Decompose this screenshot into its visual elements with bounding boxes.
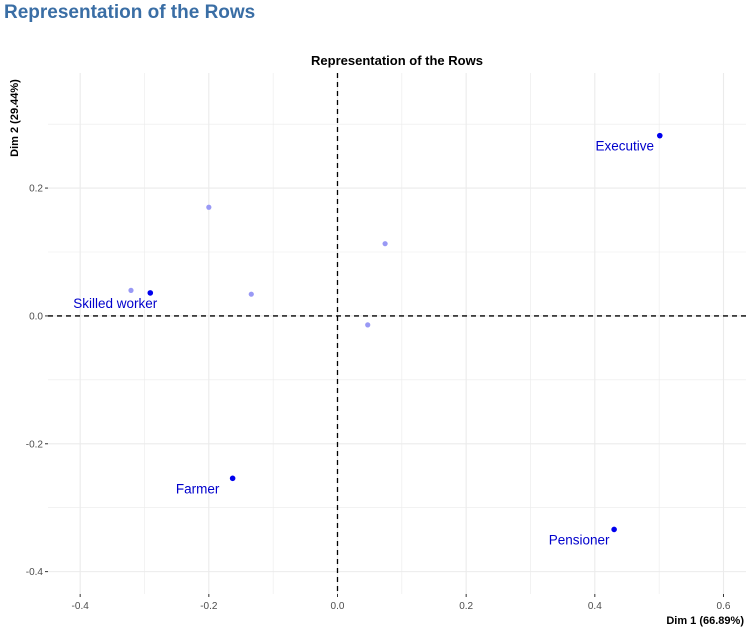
y-tick-label: 0.0 xyxy=(29,311,43,322)
active-row-point xyxy=(611,526,617,533)
supplementary-row-point xyxy=(128,287,134,293)
supplementary-row-point xyxy=(382,241,388,247)
tick-labels: -0.4 -0.2 0.0 0.2 0.4 0.6 -0.4 -0.2 0.0 0.2 xyxy=(26,184,731,612)
active-row-point xyxy=(229,475,236,482)
y-tick-label: 0.2 xyxy=(29,184,43,195)
active-row-point xyxy=(656,132,663,139)
x-tick-label: 0.0 xyxy=(331,601,345,612)
x-tick-label: -0.4 xyxy=(72,601,90,612)
x-tick-label: -0.2 xyxy=(200,601,218,612)
point-labels: Executive Skilled worker Farmer Pensioner xyxy=(73,139,654,548)
y-tick-label: -0.4 xyxy=(26,567,44,578)
y-tick-label: -0.2 xyxy=(26,439,44,450)
x-axis-title: Dim 1 (66.89%) xyxy=(666,615,744,627)
y-axis-title: Dim 2 (29.44%) xyxy=(9,79,21,157)
point-label: Pensioner xyxy=(549,532,610,547)
point-label: Executive xyxy=(596,139,655,154)
supplementary-row-point xyxy=(206,204,212,210)
x-tick-label: 0.6 xyxy=(717,601,731,612)
x-tick-label: 0.2 xyxy=(459,601,473,612)
supplementary-row-point xyxy=(365,322,371,328)
page-heading: Representation of the Rows xyxy=(4,2,256,23)
point-label: Farmer xyxy=(176,481,220,496)
x-tick-label: 0.4 xyxy=(588,601,602,612)
point-label: Skilled worker xyxy=(73,296,158,311)
chart-title: Representation of the Rows xyxy=(311,53,483,68)
points xyxy=(128,132,663,533)
reference-lines xyxy=(48,73,746,594)
supplementary-row-point xyxy=(248,291,254,297)
active-row-point xyxy=(147,290,154,296)
